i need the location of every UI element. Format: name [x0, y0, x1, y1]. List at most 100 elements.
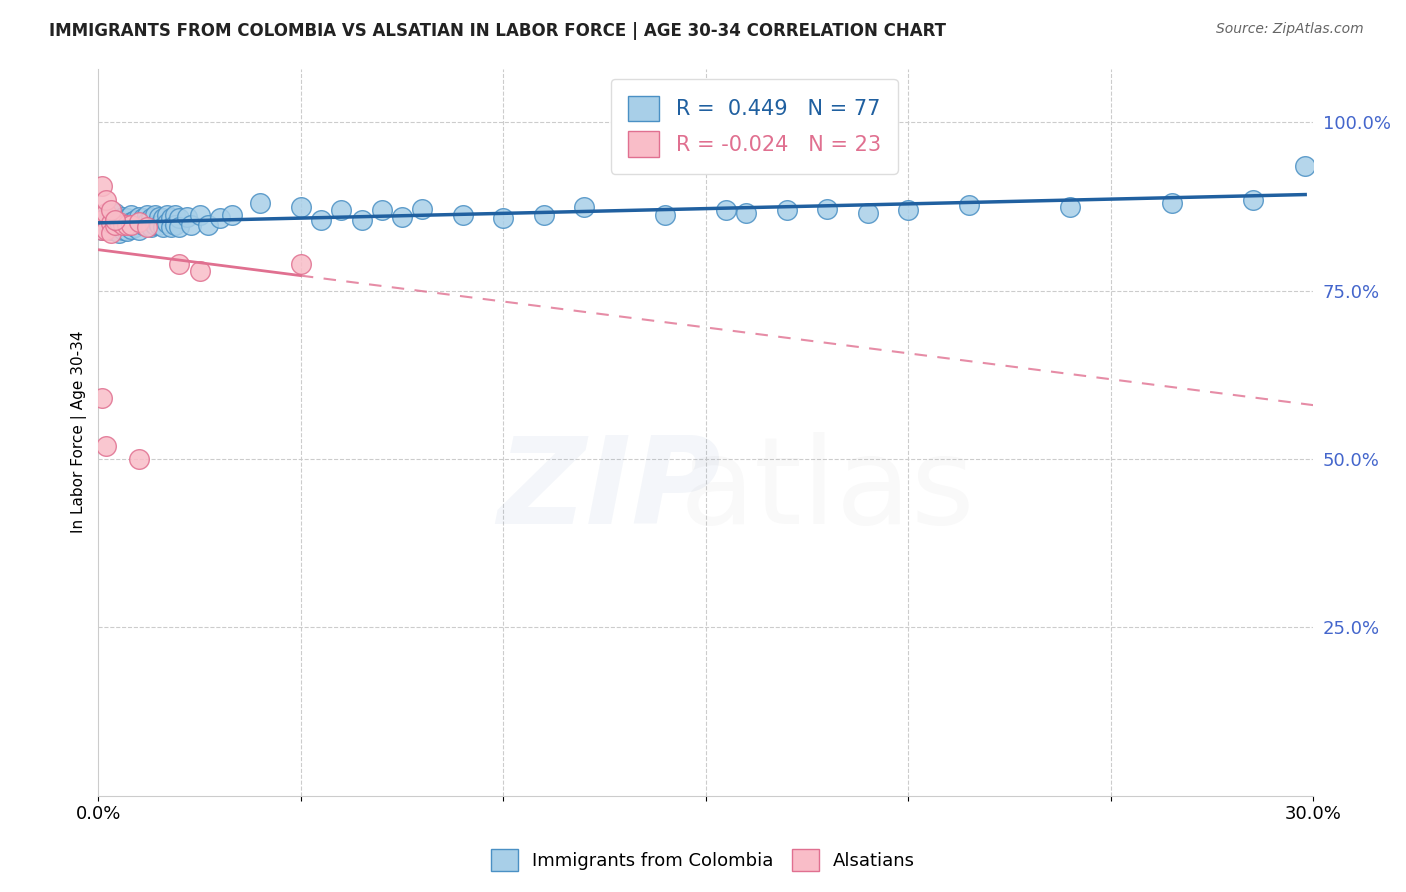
- Point: [128, 216, 150, 230]
- Point: [100, 202, 122, 217]
- Point: [143, 218, 166, 232]
- Point: [91, 179, 114, 194]
- Point: [100, 223, 122, 237]
- Point: [91, 392, 114, 406]
- Point: [411, 202, 433, 216]
- Point: [96, 210, 118, 224]
- Point: [957, 197, 980, 211]
- Point: [139, 211, 162, 225]
- Point: [1160, 196, 1182, 211]
- Point: [160, 211, 183, 225]
- Text: Source: ZipAtlas.com: Source: ZipAtlas.com: [1216, 22, 1364, 37]
- Point: [330, 202, 353, 217]
- Point: [139, 219, 162, 234]
- Text: IMMIGRANTS FROM COLOMBIA VS ALSATIAN IN LABOR FORCE | AGE 30-34 CORRELATION CHAR: IMMIGRANTS FROM COLOMBIA VS ALSATIAN IN …: [49, 22, 946, 40]
- Point: [290, 257, 312, 271]
- Point: [152, 211, 174, 225]
- Point: [188, 263, 211, 277]
- Point: [103, 218, 125, 232]
- Point: [128, 215, 150, 229]
- Point: [249, 196, 271, 211]
- Point: [169, 219, 191, 234]
- Point: [533, 208, 555, 222]
- Point: [309, 213, 332, 227]
- Point: [1294, 159, 1316, 173]
- Point: [111, 223, 134, 237]
- Point: [152, 219, 174, 234]
- Point: [96, 193, 118, 207]
- Point: [107, 213, 129, 227]
- Point: [100, 216, 122, 230]
- Point: [136, 215, 159, 229]
- Point: [107, 227, 129, 241]
- Point: [115, 225, 138, 239]
- Point: [91, 223, 114, 237]
- Point: [120, 215, 142, 229]
- Point: [156, 216, 179, 230]
- Point: [103, 206, 125, 220]
- Point: [132, 218, 155, 232]
- Point: [169, 257, 191, 271]
- Point: [96, 223, 118, 237]
- Point: [103, 213, 125, 227]
- Point: [451, 208, 474, 222]
- Point: [120, 208, 142, 222]
- Point: [100, 216, 122, 230]
- Point: [148, 210, 170, 224]
- Point: [132, 211, 155, 225]
- Point: [160, 219, 183, 234]
- Point: [111, 218, 134, 232]
- Point: [897, 202, 920, 217]
- Legend: Immigrants from Colombia, Alsatians: Immigrants from Colombia, Alsatians: [484, 842, 922, 879]
- Point: [148, 218, 170, 232]
- Point: [103, 223, 125, 237]
- Y-axis label: In Labor Force | Age 30-34: In Labor Force | Age 30-34: [72, 331, 87, 533]
- Point: [197, 218, 219, 232]
- Point: [91, 223, 114, 237]
- Point: [128, 210, 150, 224]
- Point: [115, 211, 138, 225]
- Point: [735, 206, 758, 220]
- Point: [188, 208, 211, 222]
- Point: [96, 206, 118, 220]
- Point: [350, 213, 373, 227]
- Point: [107, 219, 129, 234]
- Point: [654, 208, 676, 222]
- Point: [208, 211, 231, 225]
- Point: [128, 223, 150, 237]
- Point: [124, 219, 146, 234]
- Point: [815, 202, 838, 216]
- Point: [107, 215, 129, 229]
- Point: [136, 208, 159, 222]
- Point: [120, 221, 142, 235]
- Point: [180, 218, 202, 232]
- Point: [776, 202, 799, 217]
- Point: [169, 211, 191, 225]
- Point: [111, 216, 134, 230]
- Point: [115, 218, 138, 232]
- Point: [96, 439, 118, 453]
- Point: [176, 210, 198, 224]
- Point: [574, 200, 596, 214]
- Point: [290, 200, 312, 214]
- Point: [115, 218, 138, 232]
- Point: [91, 213, 114, 227]
- Point: [221, 208, 243, 222]
- Legend: R =  0.449   N = 77, R = -0.024   N = 23: R = 0.449 N = 77, R = -0.024 N = 23: [612, 78, 897, 174]
- Point: [128, 452, 150, 467]
- Point: [371, 202, 394, 217]
- Text: atlas: atlas: [679, 432, 976, 549]
- Point: [856, 206, 879, 220]
- Point: [136, 219, 159, 234]
- Point: [391, 210, 413, 224]
- Text: ZIP: ZIP: [496, 432, 720, 549]
- Point: [156, 208, 179, 222]
- Point: [111, 210, 134, 224]
- Point: [103, 216, 125, 230]
- Point: [91, 213, 114, 227]
- Point: [120, 218, 142, 232]
- Point: [165, 218, 187, 232]
- Point: [165, 208, 187, 222]
- Point: [96, 216, 118, 230]
- Point: [1241, 193, 1264, 207]
